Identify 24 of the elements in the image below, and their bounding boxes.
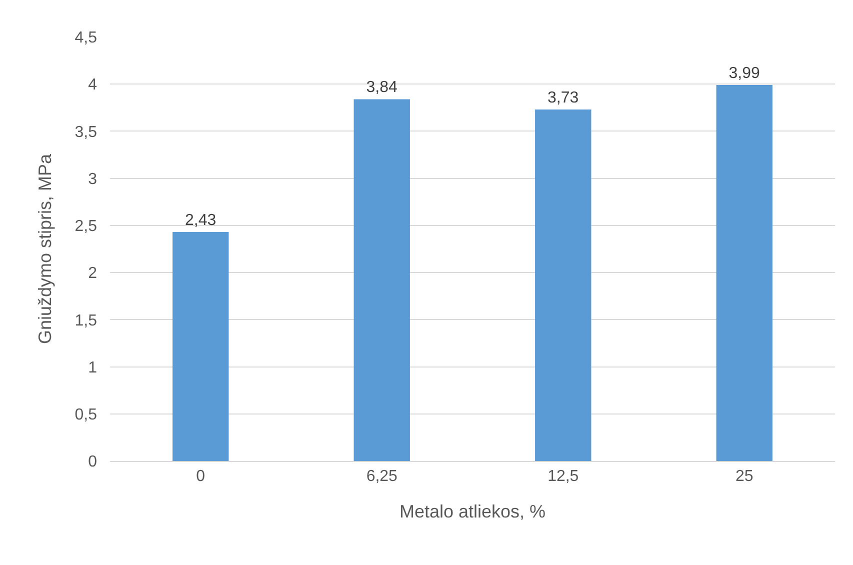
bar xyxy=(716,85,772,461)
bar xyxy=(354,99,410,461)
y-tick-label: 3,5 xyxy=(74,124,98,141)
y-tick-label: 4 xyxy=(88,76,98,94)
data-label: 2,43 xyxy=(185,212,216,230)
x-tick-label: 25 xyxy=(735,468,754,486)
x-tick-label: 12,5 xyxy=(548,468,579,486)
y-tick-label: 0,5 xyxy=(74,406,98,424)
y-axis-title: Gniuždymo stipris, MPa xyxy=(34,152,55,344)
bar xyxy=(535,110,592,461)
y-tick-label: 1,5 xyxy=(74,312,98,330)
y-tick-label: 0 xyxy=(88,454,98,471)
y-tick-label: 1 xyxy=(88,359,98,376)
x-axis-title: Metalo atliekos, % xyxy=(399,501,546,522)
y-tick-label: 2,5 xyxy=(74,218,98,236)
data-label: 3,84 xyxy=(366,79,398,96)
y-tick-label: 3 xyxy=(88,170,98,188)
data-label: 3,73 xyxy=(548,90,579,107)
y-tick-label: 2 xyxy=(88,265,98,282)
x-tick-label: 0 xyxy=(196,468,206,486)
y-tick-label: 4,5 xyxy=(74,30,98,47)
x-tick-label: 6,25 xyxy=(366,468,398,486)
bar xyxy=(172,232,229,461)
data-label: 3,99 xyxy=(728,65,760,82)
